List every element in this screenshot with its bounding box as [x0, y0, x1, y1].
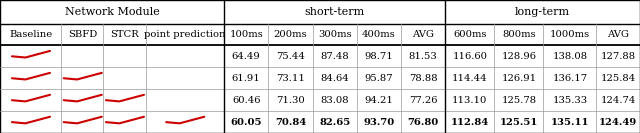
Text: 71.30: 71.30 [276, 96, 305, 105]
Text: 200ms: 200ms [273, 30, 307, 39]
Text: 100ms: 100ms [229, 30, 263, 39]
Text: 98.71: 98.71 [365, 52, 393, 61]
Text: 125.84: 125.84 [600, 74, 636, 83]
Text: 84.64: 84.64 [320, 74, 349, 83]
Text: 61.91: 61.91 [232, 74, 260, 83]
Text: 135.33: 135.33 [552, 96, 588, 105]
Text: 124.74: 124.74 [600, 96, 636, 105]
Text: 112.84: 112.84 [451, 118, 489, 126]
Text: 83.08: 83.08 [321, 96, 349, 105]
Text: point prediction: point prediction [144, 30, 226, 39]
Text: 300ms: 300ms [318, 30, 351, 39]
Text: 82.65: 82.65 [319, 118, 350, 126]
Text: STCR: STCR [110, 30, 139, 39]
Text: 81.53: 81.53 [409, 52, 438, 61]
Text: AVG: AVG [412, 30, 434, 39]
Text: Network Module: Network Module [65, 7, 159, 17]
Text: 800ms: 800ms [502, 30, 536, 39]
Text: 95.87: 95.87 [365, 74, 393, 83]
Text: 75.44: 75.44 [276, 52, 305, 61]
Text: 1000ms: 1000ms [550, 30, 590, 39]
Text: 124.49: 124.49 [599, 118, 637, 126]
Text: Baseline: Baseline [9, 30, 52, 39]
Text: 60.46: 60.46 [232, 96, 260, 105]
Text: 76.80: 76.80 [408, 118, 439, 126]
Text: 125.51: 125.51 [500, 118, 538, 126]
Text: 127.88: 127.88 [601, 52, 636, 61]
Text: 77.26: 77.26 [409, 96, 437, 105]
Text: 73.11: 73.11 [276, 74, 305, 83]
Text: SBFD: SBFD [68, 30, 97, 39]
Text: 135.11: 135.11 [550, 118, 589, 126]
Text: AVG: AVG [607, 30, 629, 39]
Text: 136.17: 136.17 [552, 74, 588, 83]
Text: 93.70: 93.70 [364, 118, 394, 126]
Text: short-term: short-term [305, 7, 365, 17]
Text: 113.10: 113.10 [452, 96, 488, 105]
Text: 600ms: 600ms [453, 30, 486, 39]
Text: 94.21: 94.21 [364, 96, 394, 105]
Text: 78.88: 78.88 [409, 74, 438, 83]
Text: 116.60: 116.60 [452, 52, 487, 61]
Text: 128.96: 128.96 [501, 52, 536, 61]
Text: 60.05: 60.05 [230, 118, 262, 126]
Text: 400ms: 400ms [362, 30, 396, 39]
Text: 126.91: 126.91 [501, 74, 536, 83]
Text: 70.84: 70.84 [275, 118, 306, 126]
Text: 64.49: 64.49 [232, 52, 260, 61]
Text: 125.78: 125.78 [501, 96, 536, 105]
Text: 114.44: 114.44 [452, 74, 488, 83]
Text: 138.08: 138.08 [552, 52, 588, 61]
Text: 87.48: 87.48 [320, 52, 349, 61]
Text: long-term: long-term [515, 7, 570, 17]
